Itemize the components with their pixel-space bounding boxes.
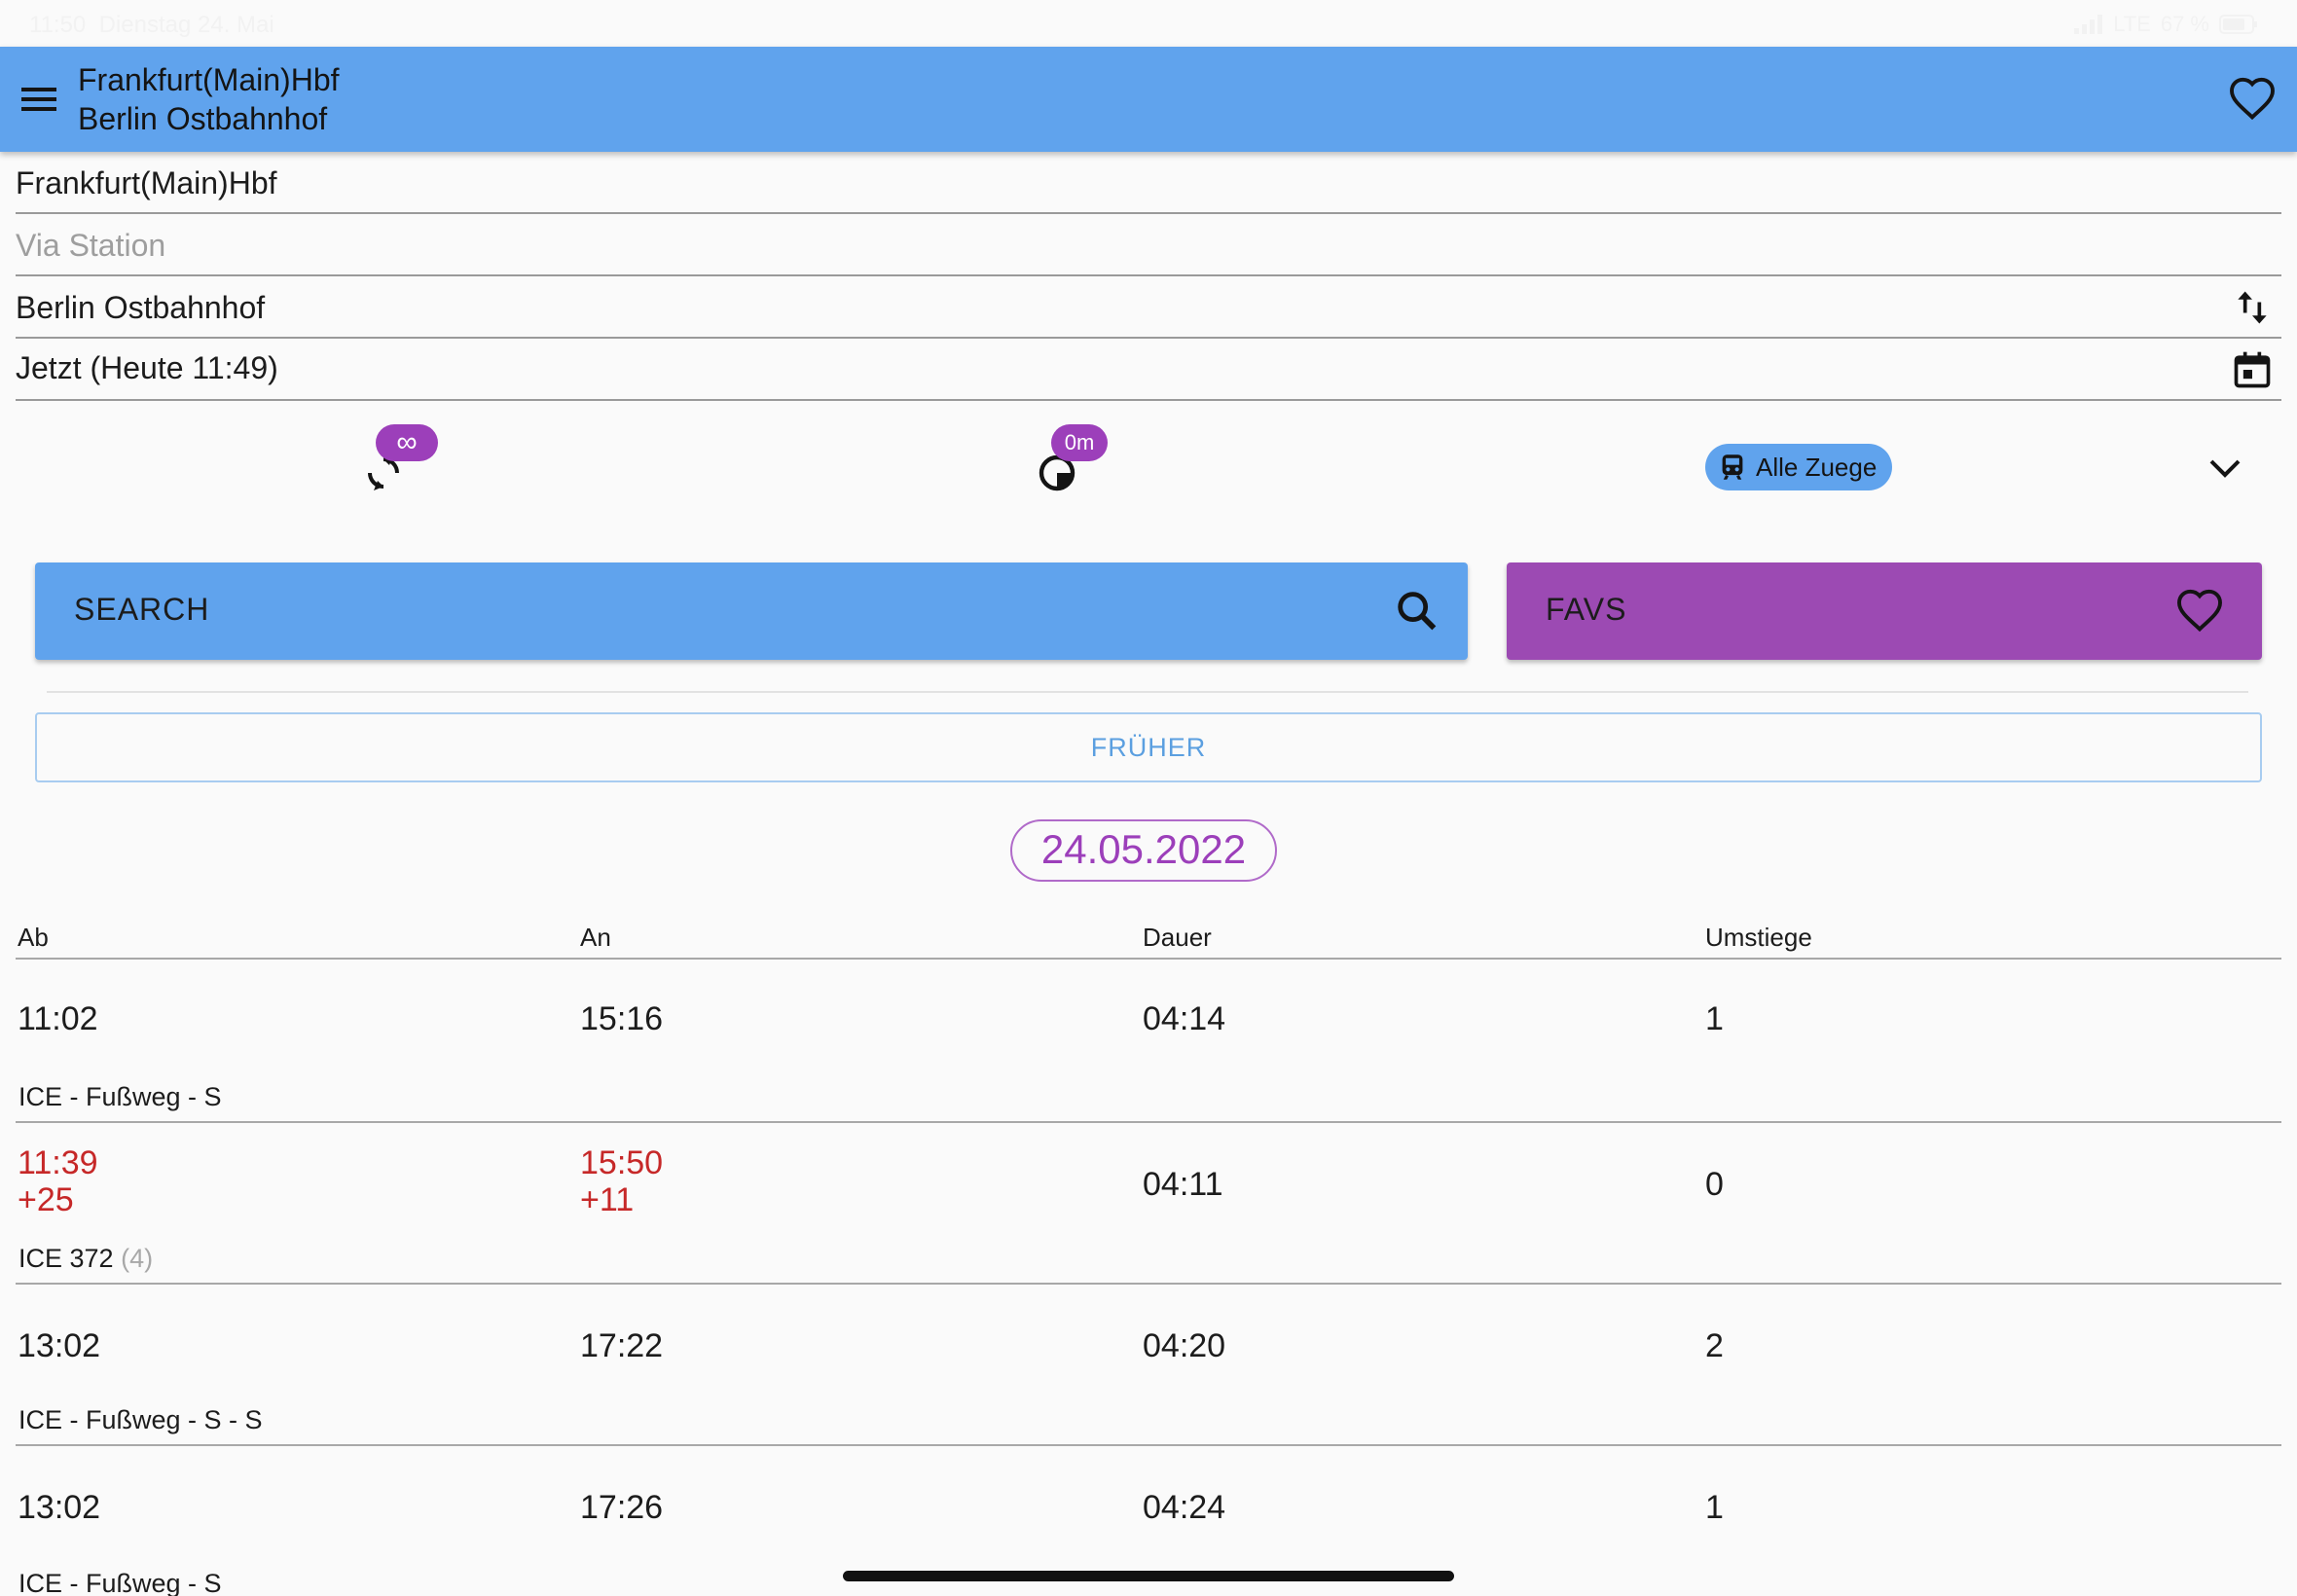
to-station-field[interactable] bbox=[16, 276, 2281, 339]
header-transfers: Umstiege bbox=[1705, 923, 1812, 952]
via-station-field[interactable] bbox=[16, 214, 2281, 276]
via-station-input[interactable] bbox=[16, 222, 2215, 269]
transfers-badge[interactable]: ∞ bbox=[376, 424, 438, 461]
arrival-time: 17:26 bbox=[580, 1489, 664, 1526]
departure-time-delayed: 11:39 +25 bbox=[18, 1144, 98, 1218]
arrival-time: 15:50 bbox=[580, 1144, 664, 1181]
datetime-field[interactable]: Jetzt (Heute 11:49) bbox=[16, 339, 2281, 401]
search-button[interactable]: SEARCH bbox=[35, 562, 1468, 660]
connection-row[interactable]: 13:02 17:22 04:20 2 ICE - Fußweg - S - S bbox=[16, 1285, 2281, 1446]
menu-icon[interactable] bbox=[18, 82, 60, 117]
divider bbox=[47, 691, 2248, 693]
signal-icon bbox=[2074, 15, 2103, 34]
header-departure: Ab bbox=[18, 923, 49, 952]
route-title-to: Berlin Ostbahnhof bbox=[78, 101, 328, 136]
results-header: Ab An Dauer Umstiege bbox=[16, 921, 2281, 960]
search-icon bbox=[1398, 592, 1437, 631]
departure-time: 13:02 bbox=[18, 1327, 101, 1364]
favorite-heart-icon[interactable] bbox=[2227, 74, 2278, 125]
train-icon bbox=[1722, 454, 1743, 480]
home-indicator[interactable] bbox=[843, 1571, 1454, 1581]
date-pill: 24.05.2022 bbox=[1010, 819, 1277, 882]
header-arrival: An bbox=[580, 923, 611, 952]
swap-vertical-icon[interactable] bbox=[2231, 286, 2274, 329]
transfers-count: 1 bbox=[1705, 1489, 1724, 1526]
search-button-label: SEARCH bbox=[74, 592, 210, 627]
train-products: ICE - Fußweg - S bbox=[18, 1082, 222, 1111]
from-station-input[interactable] bbox=[16, 160, 2215, 206]
network-type: LTE bbox=[2113, 12, 2151, 36]
header-duration: Dauer bbox=[1143, 923, 1212, 952]
datetime-value[interactable]: Jetzt (Heute 11:49) bbox=[16, 350, 278, 385]
status-indicators: LTE 67 % bbox=[2074, 12, 2258, 37]
route-title: Frankfurt(Main)Hbf Berlin Ostbahnhof bbox=[78, 60, 340, 138]
connection-row[interactable]: 13:02 17:26 04:24 1 ICE - Fußweg - S bbox=[16, 1446, 2281, 1596]
train-products: ICE - Fußweg - S - S bbox=[18, 1405, 263, 1434]
from-station-field[interactable] bbox=[16, 152, 2281, 214]
earlier-button[interactable]: FRÜHER bbox=[35, 712, 2262, 782]
arrival-time: 15:16 bbox=[580, 1000, 664, 1037]
status-bar: 11:50 Dienstag 24. Mai LTE 67 % bbox=[0, 0, 2297, 47]
transfer-time-icon[interactable] bbox=[1034, 450, 1080, 496]
platform: (4) bbox=[121, 1244, 154, 1273]
train-name: ICE 372 bbox=[18, 1244, 114, 1273]
duration: 04:24 bbox=[1143, 1489, 1226, 1526]
status-time: 11:50 Dienstag 24. Mai bbox=[29, 12, 274, 38]
arrival-time: 17:22 bbox=[580, 1327, 664, 1364]
departure-time: 11:02 bbox=[18, 1000, 98, 1037]
battery-percent: 67 % bbox=[2160, 12, 2209, 36]
departure-delay: +25 bbox=[18, 1181, 74, 1218]
train-products: ICE - Fußweg - S bbox=[18, 1569, 222, 1596]
duration: 04:11 bbox=[1143, 1166, 1223, 1203]
search-options-row: ∞ 0m Alle Zuege bbox=[0, 409, 2297, 526]
duration: 04:20 bbox=[1143, 1327, 1226, 1364]
favs-button[interactable]: FAVS bbox=[1507, 562, 2262, 660]
battery-icon bbox=[2219, 15, 2257, 34]
train-products: ICE 372 (4) bbox=[18, 1244, 153, 1274]
transfers-count: 2 bbox=[1705, 1327, 1724, 1364]
connection-row[interactable]: 11:39 +25 15:50 +11 04:11 0 ICE 372 (4) bbox=[16, 1123, 2281, 1285]
heart-icon bbox=[2177, 589, 2222, 633]
route-title-from: Frankfurt(Main)Hbf bbox=[78, 62, 340, 97]
departure-time: 13:02 bbox=[18, 1489, 101, 1526]
product-filter-label: Alle Zuege bbox=[1756, 452, 1878, 482]
product-filter-chip[interactable]: Alle Zuege bbox=[1705, 444, 1893, 490]
calendar-icon[interactable] bbox=[2231, 348, 2274, 391]
arrival-delay: +11 bbox=[580, 1181, 635, 1218]
chevron-down-icon[interactable] bbox=[2202, 448, 2248, 487]
app-bar: Frankfurt(Main)Hbf Berlin Ostbahnhof bbox=[0, 47, 2297, 152]
favs-button-label: FAVS bbox=[1546, 592, 1627, 627]
to-station-input[interactable] bbox=[16, 284, 2215, 331]
transfers-count: 0 bbox=[1705, 1166, 1724, 1203]
duration: 04:14 bbox=[1143, 1000, 1226, 1037]
transfer-time-badge[interactable]: 0m bbox=[1051, 424, 1108, 461]
departure-time: 11:39 bbox=[18, 1144, 98, 1181]
arrival-time-delayed: 15:50 +11 bbox=[580, 1144, 663, 1218]
transfers-count: 1 bbox=[1705, 1000, 1724, 1037]
connection-row[interactable]: 11:02 15:16 04:14 1 ICE - Fußweg - S bbox=[16, 961, 2281, 1123]
